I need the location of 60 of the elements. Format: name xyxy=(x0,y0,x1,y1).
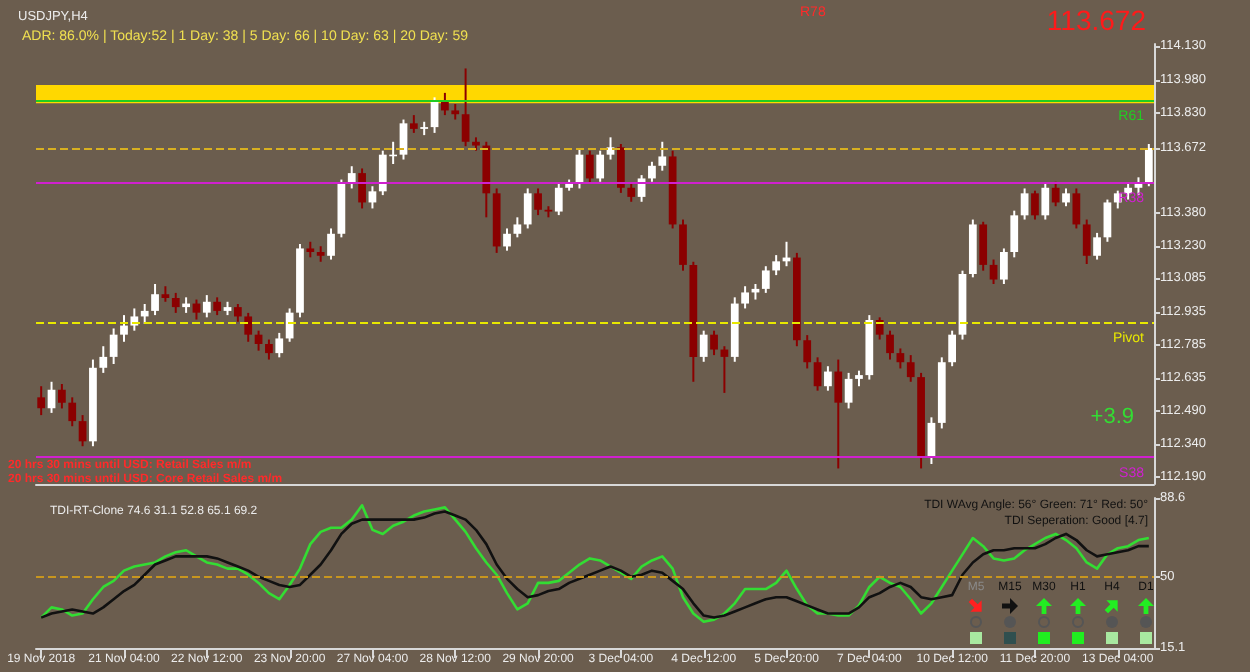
candlestick xyxy=(948,329,957,368)
candlestick xyxy=(151,283,159,317)
candlestick xyxy=(327,227,335,261)
candlestick xyxy=(358,167,366,210)
candlestick xyxy=(68,396,77,428)
candlestick xyxy=(503,227,511,252)
candlestick xyxy=(1020,187,1029,221)
candlestick xyxy=(772,254,781,277)
candlestick xyxy=(875,316,884,341)
candlestick xyxy=(1072,187,1081,230)
candlestick xyxy=(1031,189,1039,221)
candlestick xyxy=(1041,183,1050,221)
candlestick xyxy=(648,160,656,183)
candlestick xyxy=(1051,180,1060,208)
candlestick xyxy=(710,329,718,357)
candlestick xyxy=(896,347,905,370)
candlestick xyxy=(513,216,522,239)
candlestick xyxy=(803,334,812,370)
candlestick xyxy=(824,365,832,392)
candlestick xyxy=(979,220,988,272)
candlestick xyxy=(265,338,273,361)
candlestick xyxy=(441,91,449,117)
text: 113.672 xyxy=(1046,4,1147,36)
candlestick xyxy=(844,371,853,410)
candlestick xyxy=(617,143,625,194)
candlestick xyxy=(523,187,532,230)
candlestick xyxy=(989,258,998,285)
candlestick xyxy=(1103,198,1112,243)
candlestick xyxy=(886,329,894,361)
candlestick xyxy=(906,354,915,383)
candlestick xyxy=(368,185,377,210)
candlestick xyxy=(1082,218,1091,265)
candlestick xyxy=(534,187,542,217)
candlestick xyxy=(1000,247,1008,285)
annotation: +3.9 xyxy=(1090,405,1135,429)
candlestick xyxy=(99,345,108,374)
candlestick xyxy=(461,67,470,148)
candlestick xyxy=(1010,209,1019,259)
candlestick xyxy=(140,303,149,325)
candlestick xyxy=(285,307,294,343)
candlestick xyxy=(171,291,180,314)
candlestick xyxy=(109,327,118,365)
candlestick xyxy=(741,285,749,310)
candlestick xyxy=(761,265,770,294)
candlestick xyxy=(1093,231,1101,261)
candlestick xyxy=(202,294,211,319)
candlestick xyxy=(482,140,491,219)
candlestick xyxy=(699,329,708,363)
candlestick xyxy=(275,331,284,359)
candlestick xyxy=(585,149,594,185)
candlestick xyxy=(834,358,843,470)
candlestick xyxy=(554,183,563,217)
candlestick xyxy=(813,356,822,392)
candlestick xyxy=(58,383,66,410)
candlestick xyxy=(37,385,46,417)
candlestick xyxy=(120,314,128,343)
candlestick xyxy=(244,311,253,343)
candlestick xyxy=(679,218,687,272)
candlestick xyxy=(658,140,667,172)
candlestick xyxy=(596,149,605,183)
